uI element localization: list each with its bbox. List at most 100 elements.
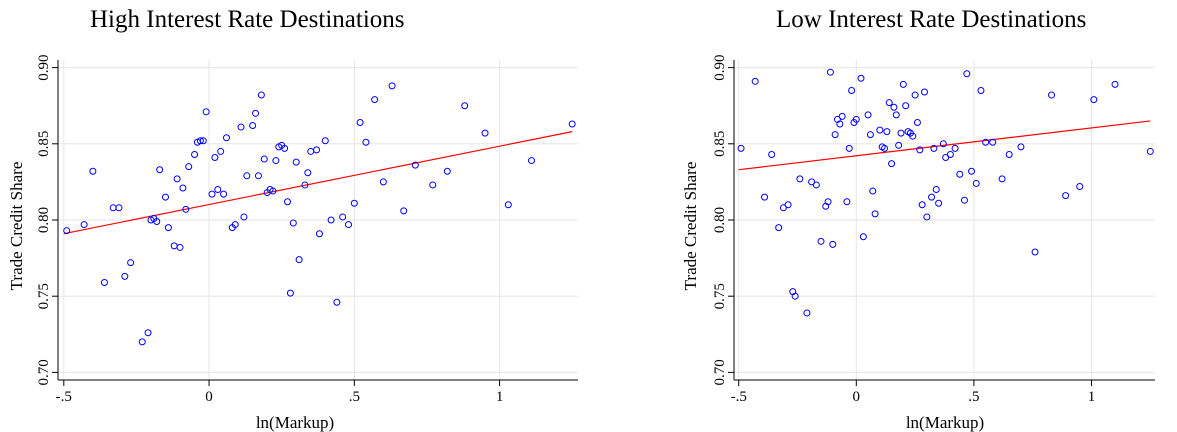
scatter-point bbox=[852, 115, 860, 123]
scatter-point bbox=[848, 86, 856, 94]
scatter-point bbox=[164, 224, 172, 232]
scatter-point bbox=[89, 167, 97, 175]
scatter-point bbox=[909, 132, 917, 140]
scatter-point bbox=[100, 278, 108, 286]
scatter-point bbox=[869, 187, 877, 195]
scatter-point bbox=[826, 68, 834, 76]
scatter-point bbox=[345, 221, 353, 229]
plot-area: -.5 0 .5 1 0.70 0.75 0.80 0.85 0.90 bbox=[712, 54, 1155, 405]
scatter-point bbox=[1076, 182, 1084, 190]
y-tick-label: 0.90 bbox=[36, 54, 52, 80]
scatter-point bbox=[761, 193, 769, 201]
scatter-point bbox=[127, 259, 135, 267]
scatter-point bbox=[768, 150, 776, 158]
x-axis-label: ln(Markup) bbox=[906, 413, 984, 432]
scatter-point bbox=[182, 205, 190, 213]
scatter-point bbox=[161, 193, 169, 201]
scatter-point bbox=[214, 186, 222, 194]
scatter-point bbox=[989, 138, 997, 146]
scatter-point bbox=[784, 201, 792, 209]
y-tick-label: 0.80 bbox=[36, 207, 52, 233]
scatter-point bbox=[829, 240, 837, 248]
scatter-point bbox=[185, 163, 193, 171]
scatter-point bbox=[824, 198, 832, 206]
scatter-point bbox=[911, 91, 919, 99]
scatter-point bbox=[237, 123, 245, 131]
fitted-line bbox=[63, 131, 573, 235]
high-rate-chart-panel: High Interest Rate Destinations -.5 0 .5 1 0… bbox=[0, 0, 588, 432]
x-tick-label: 0 bbox=[853, 389, 861, 405]
scatter-point bbox=[866, 131, 874, 139]
scatter-point bbox=[295, 256, 303, 264]
scatter-point bbox=[921, 88, 929, 96]
scatter-point bbox=[935, 199, 943, 207]
scatter-point bbox=[260, 155, 268, 163]
scatter-point bbox=[202, 108, 210, 116]
scatter-point bbox=[930, 144, 938, 152]
y-tick-label: 0.85 bbox=[712, 131, 728, 157]
scatter-point bbox=[254, 172, 262, 180]
low-rate-scatter-plot: -.5 0 .5 1 0.70 0.75 0.80 0.85 0.90 Trade Credit… bbox=[681, 54, 1155, 432]
scatter-point bbox=[812, 181, 820, 189]
chart-title: High Interest Rate Destinations bbox=[90, 6, 405, 33]
scatter-point bbox=[286, 289, 294, 297]
scatter-point bbox=[429, 181, 437, 189]
scatter-point bbox=[327, 216, 335, 224]
low-rate-chart-panel: Low Interest Rate Destinations -.5 0 .5 1 0.… bbox=[588, 0, 1177, 432]
plot-area: -.5 0 .5 1 0.70 0.75 0.80 0.85 0.90 bbox=[36, 54, 578, 405]
scatter-point bbox=[946, 150, 954, 158]
y-tick-label: 0.70 bbox=[36, 359, 52, 385]
scatter-point bbox=[220, 190, 228, 198]
scatter-point bbox=[1090, 96, 1098, 104]
scatter-point bbox=[1005, 150, 1013, 158]
scatter-point bbox=[339, 213, 347, 221]
scatter-point bbox=[115, 204, 123, 212]
scatter-point bbox=[315, 230, 323, 238]
scatter-point bbox=[892, 111, 900, 119]
y-axis-label: Trade Credit Share bbox=[681, 162, 700, 291]
scatter-point bbox=[831, 131, 839, 139]
scatter-point bbox=[817, 237, 825, 245]
chart-title: Low Interest Rate Destinations bbox=[776, 6, 1087, 33]
scatter-point bbox=[881, 144, 889, 152]
scatter-point bbox=[1031, 248, 1039, 256]
scatter-point bbox=[208, 190, 216, 198]
high-rate-scatter-plot: -.5 0 .5 1 0.70 0.75 0.80 0.85 0.90 Trade Credit… bbox=[7, 54, 578, 432]
scatter-point bbox=[864, 111, 872, 119]
scatter-point bbox=[895, 141, 903, 149]
scatter-point bbox=[191, 150, 199, 158]
scatter-point bbox=[156, 166, 164, 174]
scatter-point bbox=[63, 227, 71, 235]
scatter-point bbox=[918, 201, 926, 209]
scatter-point bbox=[231, 221, 239, 229]
scatter-point bbox=[356, 118, 364, 126]
scatter-point bbox=[504, 201, 512, 209]
scatter-point bbox=[176, 243, 184, 251]
scatter-point bbox=[211, 154, 219, 162]
scatter-point bbox=[222, 134, 230, 142]
scatter-point bbox=[313, 146, 321, 154]
scatter-point bbox=[144, 329, 152, 337]
y-tick-label: 0.80 bbox=[712, 207, 728, 233]
scatter-point bbox=[902, 102, 910, 110]
scatter-point bbox=[939, 140, 947, 148]
scatter-point bbox=[217, 147, 225, 155]
scatter-point bbox=[883, 128, 891, 136]
scatter-point bbox=[1062, 192, 1070, 200]
scatter-point bbox=[859, 233, 867, 241]
scatter-point bbox=[173, 175, 181, 183]
y-axis-label: Trade Credit Share bbox=[7, 162, 26, 291]
scatter-point bbox=[982, 138, 990, 146]
x-tick-label: 1 bbox=[496, 389, 504, 405]
scatter-point bbox=[240, 213, 248, 221]
fitted-line bbox=[738, 120, 1151, 171]
scatter-point bbox=[876, 126, 884, 134]
scatter-point bbox=[292, 158, 300, 166]
scatter-point bbox=[281, 144, 289, 152]
scatter-point bbox=[461, 102, 469, 110]
scatter-point bbox=[843, 198, 851, 206]
scatter-point bbox=[80, 221, 88, 229]
scatter-point bbox=[960, 196, 968, 204]
scatter-point bbox=[890, 103, 898, 111]
x-tick-label: .5 bbox=[968, 389, 979, 405]
